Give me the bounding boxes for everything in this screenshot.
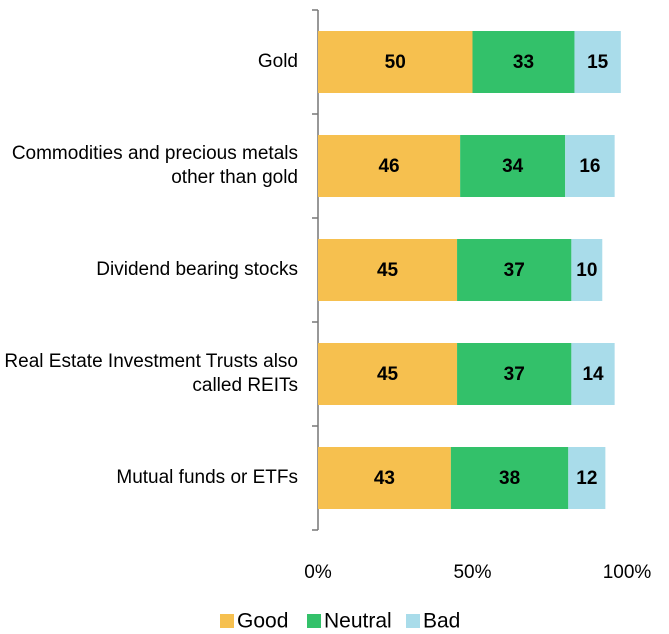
bar-segment: [565, 135, 615, 197]
legend-label: Neutral: [324, 610, 392, 633]
category-label: Real Estate Investment Trusts also calle…: [4, 351, 298, 396]
data-label: 50: [385, 52, 406, 73]
data-label: 15: [587, 52, 609, 73]
x-tick-label: 50%: [453, 562, 491, 583]
data-label: 16: [579, 156, 600, 177]
data-label: 37: [504, 364, 525, 385]
bar-segment: [318, 447, 451, 509]
data-label: 37: [504, 260, 525, 281]
data-label: 10: [576, 260, 597, 281]
data-label: 14: [582, 364, 604, 385]
data-label: 34: [502, 156, 524, 177]
bar-segment: [571, 343, 615, 405]
legend-swatch: [307, 614, 321, 628]
data-label: 45: [377, 364, 399, 385]
bar-segment: [472, 31, 575, 93]
bar-segment: [571, 239, 603, 301]
bar-segment: [568, 447, 606, 509]
category-label: Dividend bearing stocks: [96, 259, 298, 280]
category-label: Commodities and precious metals other th…: [11, 143, 298, 188]
bar-segment: [318, 135, 461, 197]
data-label: 33: [513, 52, 534, 73]
x-tick-label: 100%: [603, 562, 652, 583]
category-label: Gold: [257, 51, 298, 72]
bar-segment: [457, 343, 572, 405]
bar-segment: [318, 343, 458, 405]
bar-segment: [450, 447, 569, 509]
bar-segment: [318, 239, 458, 301]
bar-segment: [318, 31, 473, 93]
legend-swatch: [406, 614, 420, 628]
bar-segment: [574, 31, 621, 93]
bar-segment: [460, 135, 566, 197]
data-label: 46: [378, 156, 399, 177]
data-label: 12: [576, 468, 597, 489]
x-tick-label: 0%: [304, 562, 332, 583]
legend-label: Bad: [423, 610, 460, 633]
data-label: 45: [377, 260, 399, 281]
legend-swatch: [220, 614, 234, 628]
bar-segment: [457, 239, 572, 301]
legend-label: Good: [237, 610, 288, 633]
category-label: Mutual funds or ETFs: [116, 467, 298, 488]
data-label: 43: [374, 468, 395, 489]
data-label: 38: [499, 468, 520, 489]
